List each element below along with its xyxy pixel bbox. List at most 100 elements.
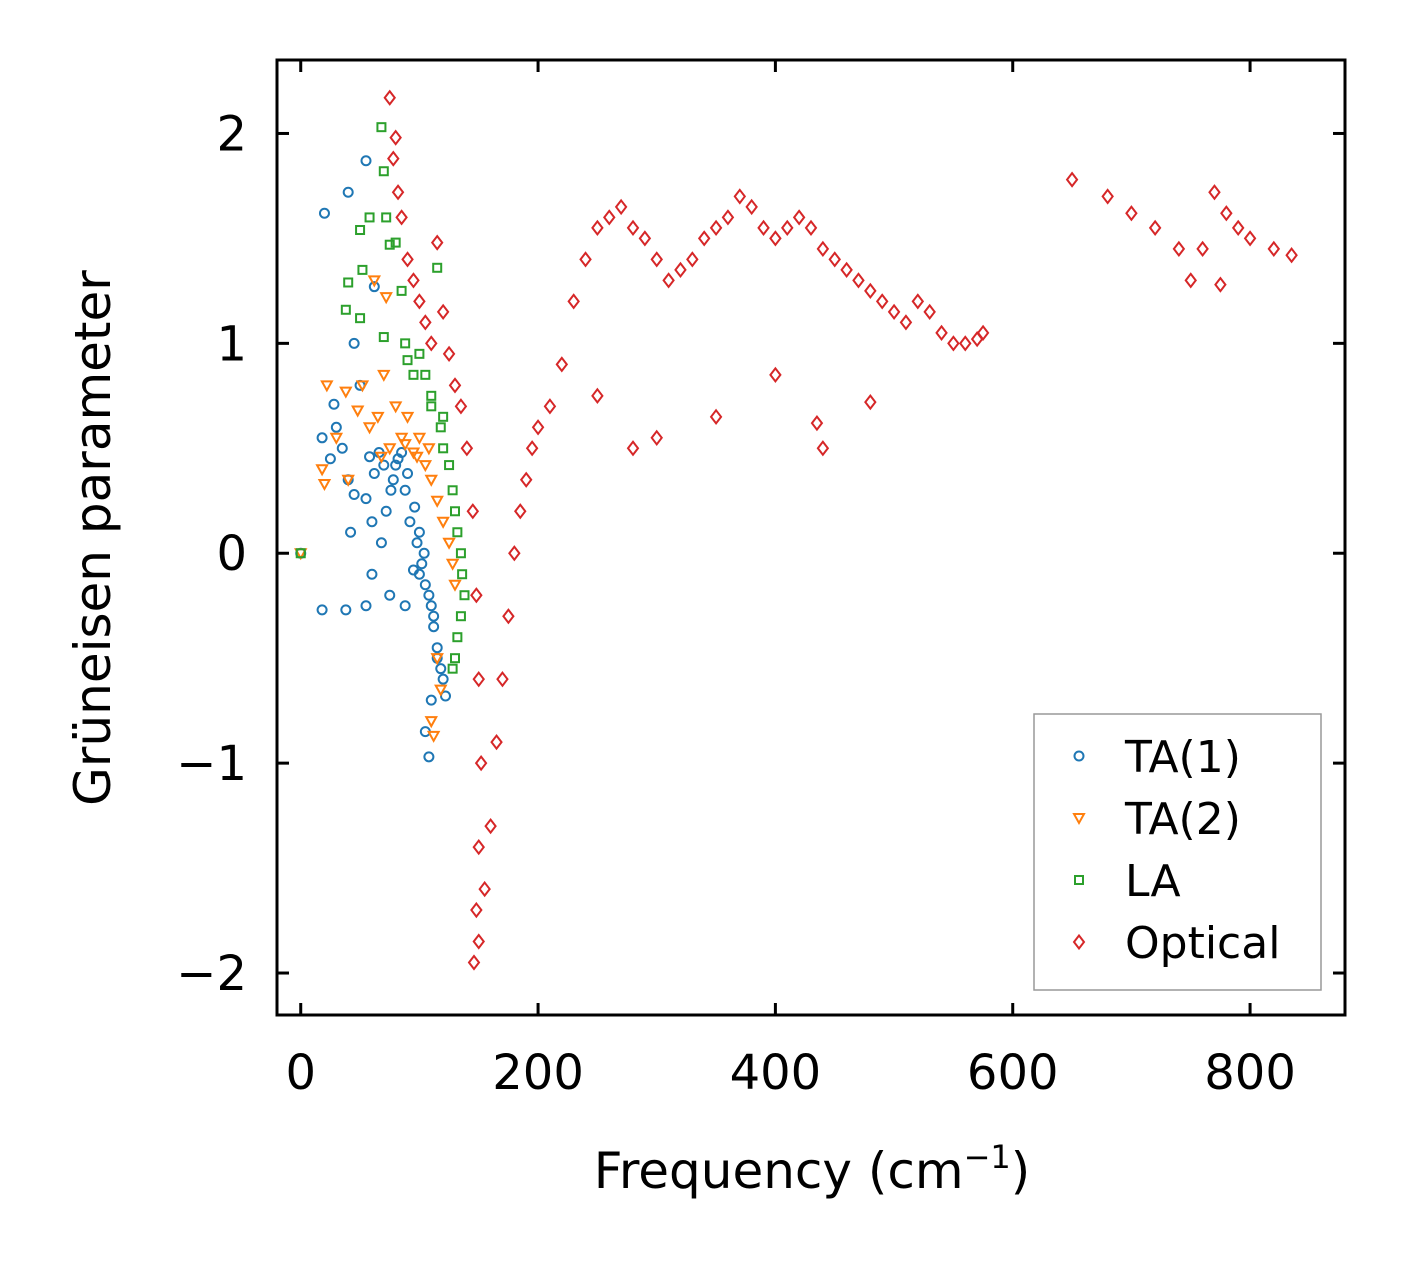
data-point (514, 503, 527, 520)
data-point (852, 272, 865, 289)
data-point (430, 653, 444, 666)
data-point (733, 188, 747, 205)
x-tick-label: 400 (730, 1045, 822, 1101)
data-point (376, 122, 387, 133)
data-point (864, 393, 877, 411)
data-point (407, 272, 420, 289)
ticks-layer: 0 200 400 600 800 2 1 0 −1 −2 (176, 60, 1345, 1101)
x-tick-label: 200 (492, 1045, 584, 1101)
data-point (792, 209, 806, 226)
data-point (425, 694, 437, 706)
y-tick-label: −1 (176, 736, 247, 792)
data-point (460, 440, 474, 457)
data-point (1267, 240, 1281, 258)
data-point (336, 442, 348, 454)
data-point (402, 467, 414, 479)
data-point (368, 467, 380, 479)
data-point (450, 653, 460, 664)
data-point (413, 568, 425, 580)
x-axis-label-close: ) (1011, 1142, 1031, 1200)
data-point (318, 207, 330, 219)
data-point (567, 293, 580, 310)
data-point (339, 386, 353, 399)
data-point (341, 474, 355, 487)
data-point (674, 261, 687, 279)
y-axis-label: Grüneisen parameter (64, 270, 122, 806)
data-point (452, 527, 463, 538)
data-point (1101, 188, 1114, 205)
data-point (391, 184, 405, 201)
data-point (828, 251, 841, 268)
data-point (490, 734, 503, 751)
data-point (531, 419, 545, 436)
data-point (769, 230, 782, 247)
data-point (438, 443, 449, 454)
data-point (816, 240, 830, 258)
data-point (402, 355, 413, 366)
data-point (810, 414, 824, 432)
legend-entry: Optical (1125, 918, 1280, 969)
data-point (378, 166, 389, 177)
y-tick-label: −2 (176, 946, 247, 1002)
y-tick-label: 2 (216, 106, 247, 162)
data-point (438, 411, 449, 422)
data-point (416, 558, 428, 570)
data-point (430, 495, 444, 508)
data-point (484, 817, 497, 835)
data-point (387, 474, 399, 486)
data-point (414, 348, 425, 359)
data-point (428, 621, 440, 633)
data-point (591, 219, 604, 237)
data-point (543, 398, 557, 415)
data-point (343, 277, 354, 288)
x-tick-label: 600 (967, 1045, 1059, 1101)
data-point (816, 440, 830, 457)
data-point (404, 516, 416, 528)
data-point (686, 251, 699, 268)
data-point (434, 684, 448, 697)
legend-entry: TA(2) (1124, 794, 1241, 845)
data-point (555, 356, 569, 373)
data-point (375, 537, 387, 549)
data-point (368, 281, 380, 293)
data-point (317, 478, 332, 492)
data-point (935, 324, 948, 341)
data-point (423, 751, 435, 763)
data-point (959, 335, 972, 352)
data-point (472, 933, 485, 950)
data-point (330, 421, 342, 433)
data-point (697, 230, 711, 247)
data-point (378, 459, 390, 471)
data-point (381, 212, 392, 223)
data-point (342, 186, 354, 198)
data-point (455, 548, 466, 559)
data-point (360, 493, 372, 505)
data-point (320, 380, 334, 393)
data-point (316, 432, 328, 444)
data-point (400, 338, 411, 349)
data-point (442, 345, 456, 362)
data-point (340, 604, 352, 616)
data-point (436, 303, 450, 321)
data-point (426, 390, 437, 401)
data-point (396, 446, 408, 458)
data-point (1231, 219, 1245, 237)
data-point (425, 335, 438, 352)
data-point (423, 589, 435, 601)
data-point (781, 219, 794, 237)
data-point (425, 600, 437, 612)
data-point (1148, 219, 1162, 237)
data-point (424, 474, 438, 487)
data-point (1196, 240, 1209, 258)
data-point (455, 611, 466, 622)
data-point (377, 369, 391, 382)
data-point (366, 568, 378, 580)
data-point (384, 239, 395, 250)
data-point (390, 459, 402, 471)
data-point (396, 285, 407, 296)
data-point (436, 516, 450, 529)
data-point (399, 600, 411, 612)
y-tick-label: 1 (216, 316, 247, 372)
data-point (350, 405, 365, 418)
data-point (357, 264, 368, 275)
